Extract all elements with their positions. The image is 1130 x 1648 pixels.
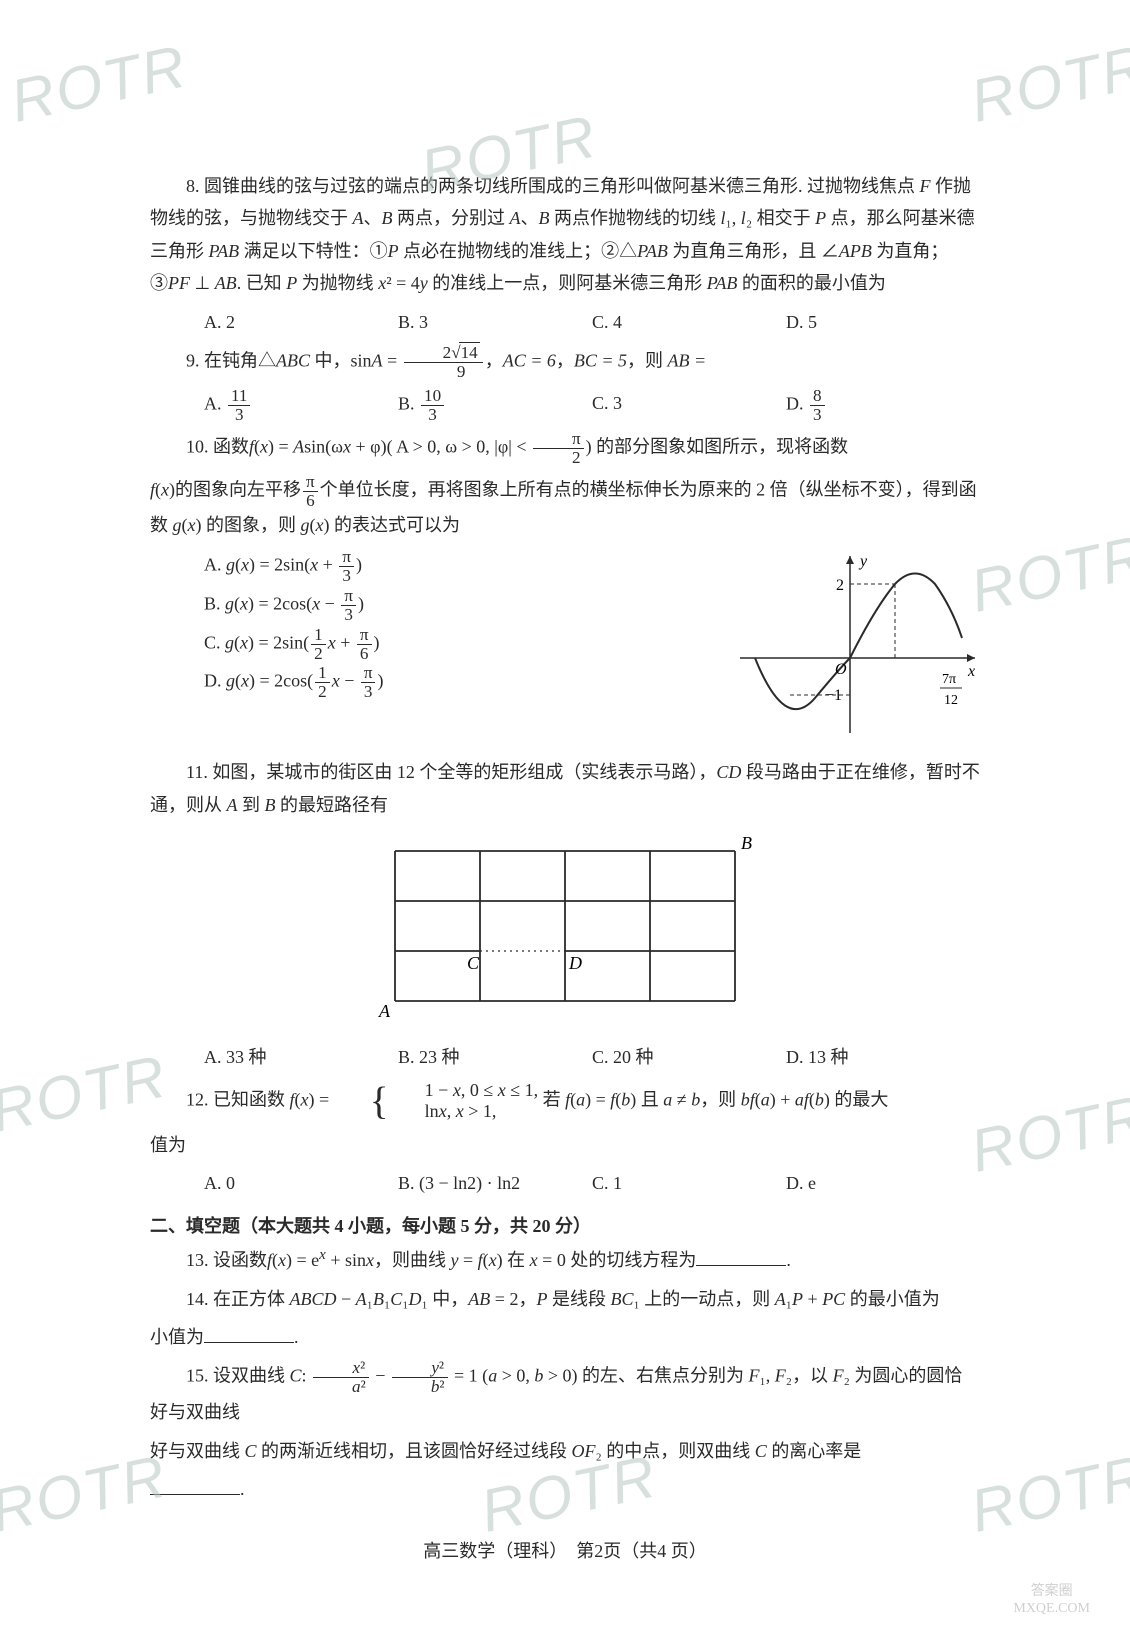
watermark: ROTR [961,1063,1130,1206]
q14-cont: 小值为. [150,1321,980,1353]
svg-text:A: A [378,1001,391,1021]
q11-opt-a: A. 33 种 [204,1041,398,1073]
q10-cont: f(x)的图象向左平移π6个单位长度，再将图象上所有点的横坐标伸长为原来的 2 … [150,473,980,542]
q12-cont: 值为 [150,1129,980,1161]
watermark: ROTR [1,13,198,156]
q9-opt-b: B. 103 [398,387,592,424]
q15-blank-line: . [150,1473,980,1505]
q9-options: A. 113 B. 103 C. 3 D. 83 [204,387,980,424]
svg-text:12: 12 [944,693,958,708]
q8-opt-b: B. 3 [398,306,592,338]
watermark: ROTR [961,1423,1130,1566]
q12-opt-c: C. 1 [592,1167,786,1199]
question-12: 12. 已知函数 f(x) = {1 − x, 0 ≤ x ≤ 1,lnx, x… [150,1080,980,1123]
q12-opt-b: B. (3 − ln2) · ln2 [398,1167,592,1199]
question-8: 8. 圆锥曲线的弦与过弦的端点的两条切线所围成的三角形叫做阿基米德三角形. 过抛… [150,170,980,300]
q8-opt-c: C. 4 [592,306,786,338]
q12-opt-d: D. e [786,1167,980,1199]
svg-text:O: O [835,661,847,678]
q8-t1: 8. 圆锥曲线的弦与过弦的端点的两条切线所围成的三角形叫做阿基米德三角形. 过抛… [186,176,920,196]
question-15: 15. 设双曲线 C: x²a² − y²b² = 1 (a > 0, b > … [150,1359,980,1428]
q8-opt-d: D. 5 [786,306,980,338]
question-10: 10. 函数f(x) = Asin(ωx + φ)( A > 0, ω > 0,… [150,430,980,467]
q14-blank [204,1324,294,1343]
watermark: ROTR [961,503,1130,646]
q8-opt-a: A. 2 [204,306,398,338]
question-14: 14. 在正方体 ABCD − A₁B₁C₁D₁ 中，AB = 2，P 是线段 … [150,1283,980,1315]
svg-text:7π: 7π [942,672,956,687]
exam-page: ROTR ROTR ROTR ROTR ROTR ROTR ROTR ROTR … [0,0,1130,1648]
watermark: ROTR [961,13,1130,156]
svg-text:y: y [858,553,868,570]
section-2-title: 二、填空题（本大题共 4 小题，每小题 5 分，共 20 分） [150,1210,980,1242]
q15-cont: 好与双曲线 C 的两渐近线相切，且该圆恰好经过线段 OF₂ 的中点，则双曲线 C… [150,1435,980,1467]
question-13: 13. 设函数f(x) = ex + sinx，则曲线 y = f(x) 在 x… [150,1242,980,1276]
q9-opt-d: D. 83 [786,387,980,424]
q12-options: A. 0 B. (3 − ln2) · ln2 C. 1 D. e [204,1167,980,1199]
q13-blank [696,1247,786,1266]
q11-options: A. 33 种 B. 23 种 C. 20 种 D. 13 种 [204,1041,980,1073]
q11-opt-c: C. 20 种 [592,1041,786,1073]
q15-blank [150,1476,240,1495]
svg-text:2: 2 [836,577,844,594]
page-footer: 高三数学（理科） 第2页（共4 页） [150,1535,980,1567]
q8-options: A. 2 B. 3 C. 4 D. 5 [204,306,980,338]
question-11: 11. 如图，某城市的街区由 12 个全等的矩形组成（实线表示马路），CD 段马… [150,756,980,821]
q11-grid: A B C D [150,831,980,1031]
question-9: 9. 在钝角△ABC 中，sinA = 2149，AC = 6，BC = 5，则… [150,344,980,381]
svg-text:C: C [467,953,480,973]
svg-text:B: B [741,833,752,853]
q9-opt-a: A. 113 [204,387,398,424]
q11-opt-b: B. 23 种 [398,1041,592,1073]
q11-opt-d: D. 13 种 [786,1041,980,1073]
svg-text:−1: −1 [825,687,842,704]
svg-text:x: x [967,663,975,680]
svg-text:D: D [568,953,582,973]
corner-watermark: 答案圈 MXQE.COM [1013,1584,1090,1618]
q12-opt-a: A. 0 [204,1167,398,1199]
q9-opt-c: C. 3 [592,387,786,424]
q10-graph: y x O 2 −1 7π 12 [730,548,980,748]
